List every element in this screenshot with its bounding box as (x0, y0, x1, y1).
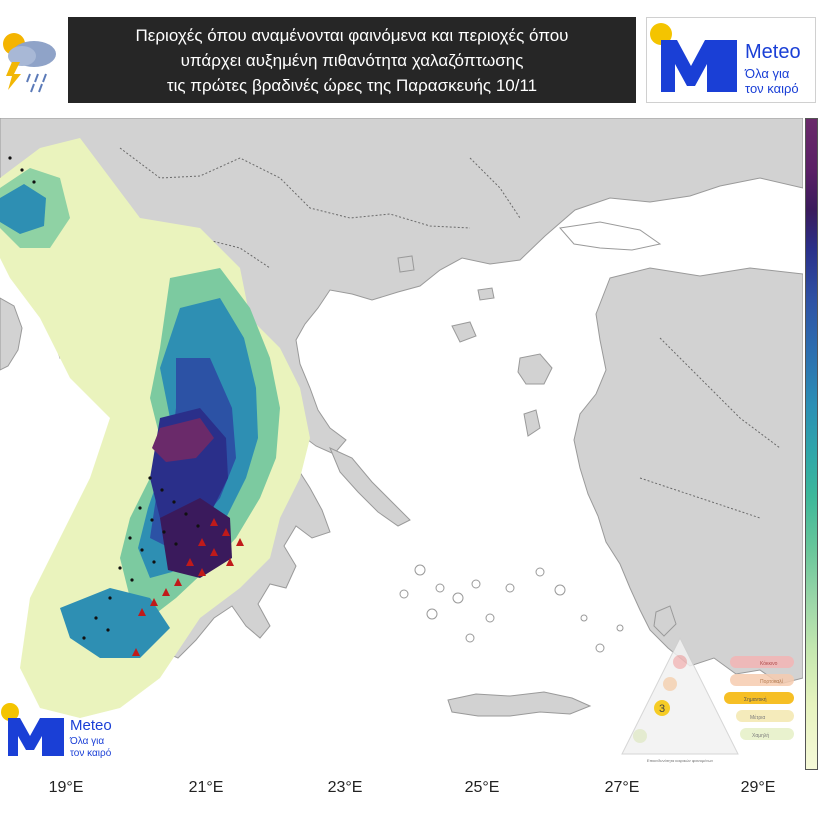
title-line-2: υπάρχει αυξημένη πιθανότητα χαλαζόπτωσης (180, 50, 524, 70)
level-bar-2 (730, 674, 794, 686)
storm-cloud-icon (3, 33, 56, 93)
brand-tagline-2: τον καιρό (745, 81, 799, 96)
level-bar-4 (736, 710, 794, 722)
map-title: Περιοχές όπου αναμένονται φαινόμενα και … (68, 17, 636, 103)
storm-dots (8, 156, 200, 640)
active-level-marker (654, 700, 670, 716)
level-label-5: Χαμηλή (752, 732, 769, 739)
header: Περιοχές όπου αναμένονται φαινόμενα και … (0, 0, 820, 112)
precipitation-colorbar (805, 118, 818, 770)
level-bar-5 (740, 728, 794, 740)
watermark-tagline-1: Όλα για (69, 736, 104, 747)
level-label-3: Σημαντική (744, 696, 767, 703)
watermark-name: Meteo (70, 717, 112, 734)
meteo-watermark: Meteo Όλα για τον καιρό (1, 703, 112, 759)
watermark-tagline-2: τον καιρό (70, 747, 112, 759)
title-line-3: τις πρώτες βραδινές ώρες της Παρασκευής … (166, 75, 538, 95)
longitude-axis: 19°E 21°E 23°E 25°E 27°E 29°E (0, 775, 820, 805)
precipitation-field (0, 138, 310, 718)
level-label-4: Μέτρια (750, 714, 765, 721)
lon-label-19: 19°E (48, 779, 84, 796)
brand-name: Meteo (745, 41, 801, 63)
cyclades-islands (399, 564, 624, 653)
lon-label-25: 25°E (464, 779, 500, 796)
marmara-sea (559, 221, 662, 251)
level-label-2: Πορτοκαλί (760, 679, 784, 685)
legend-footer: Επικινδυνότητα καιρικών φαινομένων (647, 758, 713, 763)
lon-label-21: 21°E (188, 779, 224, 796)
level-number: 3 (659, 703, 665, 715)
level-bar-1 (730, 656, 794, 668)
level-bar-3 (724, 692, 794, 704)
forecast-map: Meteo Όλα για τον καιρό 3 Κόκκινο Πορτοκ… (0, 118, 803, 770)
hail-markers (132, 518, 244, 656)
title-line-1: Περιοχές όπου αναμένονται φαινόμενα και … (135, 25, 569, 45)
meteo-logo-icon: Meteo Όλα για τον καιρό (650, 23, 801, 96)
brand-tagline-1: Όλα για (744, 66, 790, 81)
danger-level-legend: 3 Κόκκινο Πορτοκαλί Σημαντική Μέτρια Χαμ… (621, 636, 794, 763)
level-label-1: Κόκκινο (760, 660, 778, 667)
lon-label-23: 23°E (327, 779, 363, 796)
brand-logo: Meteo Όλα για τον καιρό (646, 17, 816, 103)
lon-label-27: 27°E (604, 779, 640, 796)
lon-label-29: 29°E (740, 779, 776, 796)
